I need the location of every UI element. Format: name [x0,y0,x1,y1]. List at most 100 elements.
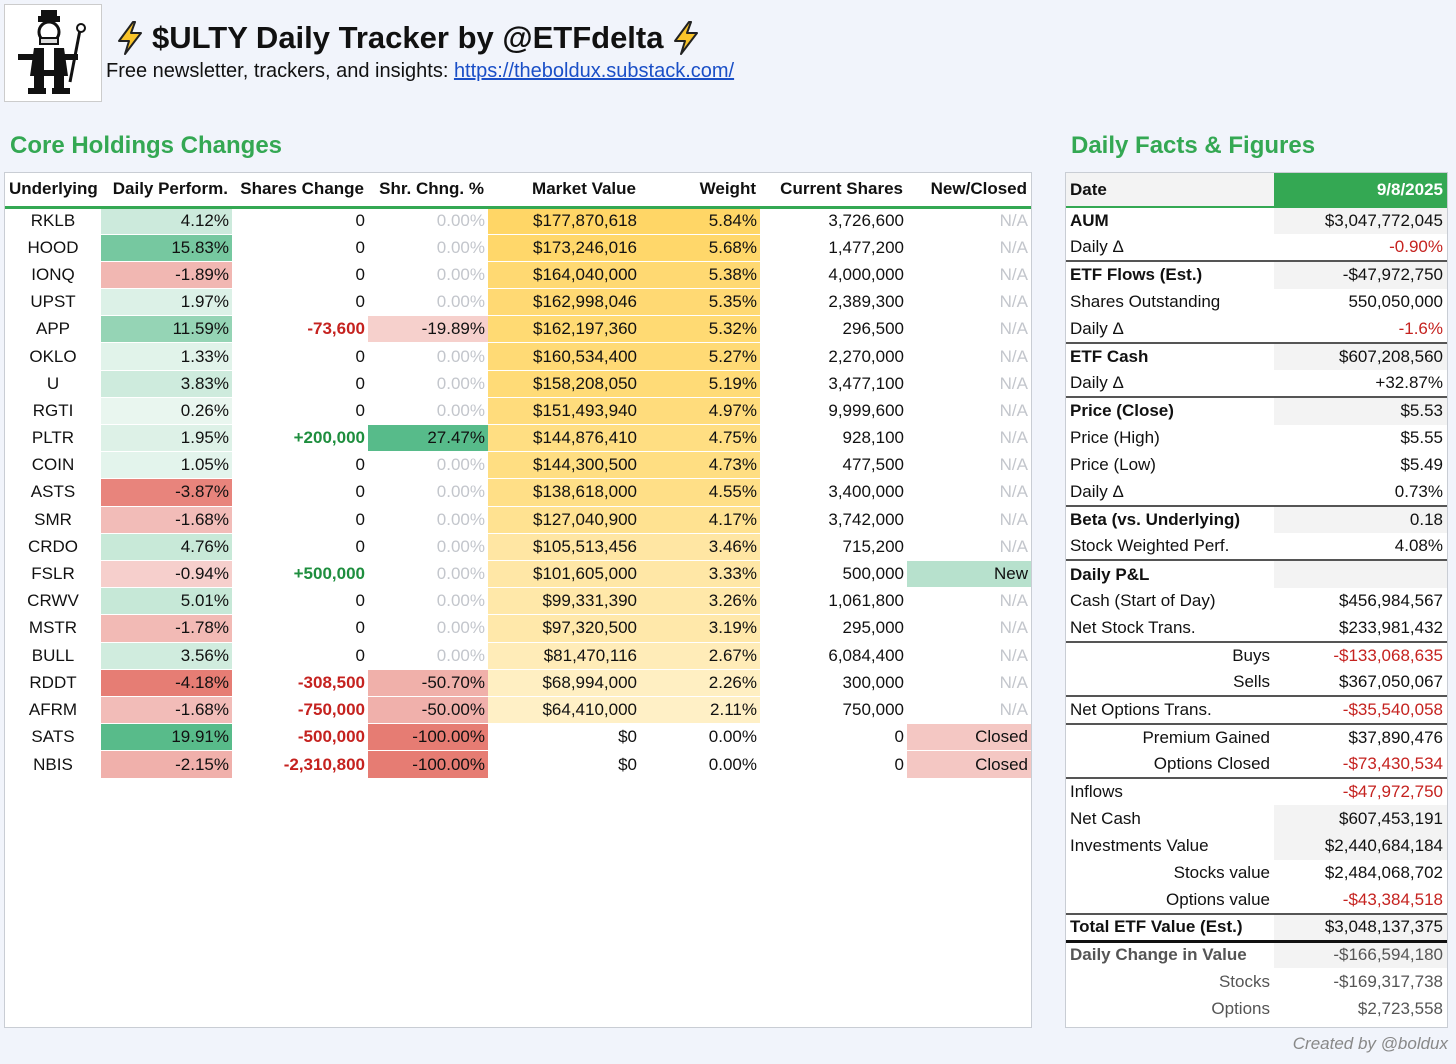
ticker-cell[interactable]: SATS [5,723,101,751]
current-shares-cell[interactable]: 1,477,200 [760,233,907,262]
new-closed-cell[interactable]: N/A [907,315,1031,343]
market-value-cell[interactable]: $138,618,000 [488,478,640,507]
shares-change-pct-cell[interactable]: -50.70% [368,668,488,697]
weight-cell[interactable]: 4.17% [640,505,760,534]
new-closed-cell[interactable]: N/A [907,260,1031,289]
shares-change-cell[interactable]: 0 [232,614,368,642]
ticker-cell[interactable]: RDDT [5,668,101,697]
current-shares-cell[interactable]: 750,000 [760,695,907,724]
new-closed-cell[interactable]: N/A [907,695,1031,724]
market-value-cell[interactable]: $144,300,500 [488,451,640,479]
daily-perform-cell[interactable]: 15.83% [101,233,232,262]
market-value-cell[interactable]: $81,470,116 [488,641,640,670]
daily-perform-cell[interactable]: 3.56% [101,641,232,670]
weight-cell[interactable]: 5.19% [640,369,760,398]
new-closed-cell[interactable]: N/A [907,668,1031,697]
weight-cell[interactable]: 5.27% [640,342,760,371]
shares-change-pct-cell[interactable]: 0.00% [368,206,488,235]
ticker-cell[interactable]: U [5,369,101,398]
ticker-cell[interactable]: RKLB [5,206,101,235]
shares-change-cell[interactable]: 0 [232,641,368,670]
ticker-cell[interactable]: ASTS [5,478,101,507]
weight-cell[interactable]: 4.75% [640,423,760,452]
ticker-cell[interactable]: OKLO [5,342,101,371]
daily-perform-cell[interactable]: 1.95% [101,423,232,452]
daily-perform-cell[interactable]: 5.01% [101,587,232,615]
market-value-cell[interactable]: $97,320,500 [488,614,640,642]
current-shares-cell[interactable]: 1,061,800 [760,587,907,615]
shares-change-cell[interactable]: 0 [232,233,368,262]
weight-cell[interactable]: 5.84% [640,206,760,235]
new-closed-cell[interactable]: N/A [907,423,1031,452]
market-value-cell[interactable]: $68,994,000 [488,668,640,697]
current-shares-cell[interactable]: 0 [760,723,907,751]
market-value-cell[interactable]: $144,876,410 [488,423,640,452]
shares-change-pct-cell[interactable]: -100.00% [368,750,488,778]
new-closed-cell[interactable]: New [907,559,1031,588]
shares-change-pct-cell[interactable]: 0.00% [368,505,488,534]
weight-cell[interactable]: 4.73% [640,451,760,479]
market-value-cell[interactable]: $151,493,940 [488,396,640,425]
daily-perform-cell[interactable]: 3.83% [101,369,232,398]
shares-change-pct-cell[interactable]: 0.00% [368,587,488,615]
column-header[interactable]: Shr. Chng. % [368,173,488,209]
new-closed-cell[interactable]: N/A [907,206,1031,235]
shares-change-pct-cell[interactable]: 27.47% [368,423,488,452]
daily-perform-cell[interactable]: 1.97% [101,288,232,316]
current-shares-cell[interactable]: 6,084,400 [760,641,907,670]
shares-change-pct-cell[interactable]: -100.00% [368,723,488,751]
ticker-cell[interactable]: HOOD [5,233,101,262]
ticker-cell[interactable]: IONQ [5,260,101,289]
ticker-cell[interactable]: RGTI [5,396,101,425]
current-shares-cell[interactable]: 500,000 [760,559,907,588]
daily-perform-cell[interactable]: 11.59% [101,315,232,343]
market-value-cell[interactable]: $160,534,400 [488,342,640,371]
market-value-cell[interactable]: $162,998,046 [488,288,640,316]
shares-change-cell[interactable]: +500,000 [232,559,368,588]
new-closed-cell[interactable]: Closed [907,723,1031,751]
current-shares-cell[interactable]: 715,200 [760,532,907,561]
new-closed-cell[interactable]: N/A [907,532,1031,561]
ticker-cell[interactable]: MSTR [5,614,101,642]
shares-change-pct-cell[interactable]: 0.00% [368,559,488,588]
shares-change-pct-cell[interactable]: -50.00% [368,695,488,724]
new-closed-cell[interactable]: N/A [907,369,1031,398]
ticker-cell[interactable]: AFRM [5,695,101,724]
market-value-cell[interactable]: $64,410,000 [488,695,640,724]
shares-change-pct-cell[interactable]: 0.00% [368,342,488,371]
ticker-cell[interactable]: CRDO [5,532,101,561]
daily-perform-cell[interactable]: -4.18% [101,668,232,697]
shares-change-cell[interactable]: 0 [232,505,368,534]
weight-cell[interactable]: 2.67% [640,641,760,670]
shares-change-cell[interactable]: 0 [232,342,368,371]
ticker-cell[interactable]: FSLR [5,559,101,588]
new-closed-cell[interactable]: N/A [907,505,1031,534]
daily-perform-cell[interactable]: -1.78% [101,614,232,642]
new-closed-cell[interactable]: N/A [907,641,1031,670]
shares-change-cell[interactable]: 0 [232,206,368,235]
weight-cell[interactable]: 5.32% [640,315,760,343]
daily-perform-cell[interactable]: 1.33% [101,342,232,371]
shares-change-cell[interactable]: -73,600 [232,315,368,343]
shares-change-pct-cell[interactable]: 0.00% [368,233,488,262]
column-header[interactable]: Market Value [488,173,640,209]
market-value-cell[interactable]: $0 [488,723,640,751]
market-value-cell[interactable]: $105,513,456 [488,532,640,561]
daily-perform-cell[interactable]: -1.68% [101,695,232,724]
new-closed-cell[interactable]: N/A [907,451,1031,479]
new-closed-cell[interactable]: N/A [907,396,1031,425]
column-header[interactable]: Weight [640,173,760,209]
shares-change-cell[interactable]: 0 [232,288,368,316]
weight-cell[interactable]: 3.26% [640,587,760,615]
weight-cell[interactable]: 2.11% [640,695,760,724]
current-shares-cell[interactable]: 2,389,300 [760,288,907,316]
current-shares-cell[interactable]: 4,000,000 [760,260,907,289]
shares-change-cell[interactable]: 0 [232,587,368,615]
current-shares-cell[interactable]: 2,270,000 [760,342,907,371]
ticker-cell[interactable]: CRWV [5,587,101,615]
current-shares-cell[interactable]: 477,500 [760,451,907,479]
column-header[interactable]: Daily Perform. [101,173,232,209]
shares-change-pct-cell[interactable]: -19.89% [368,315,488,343]
weight-cell[interactable]: 2.26% [640,668,760,697]
market-value-cell[interactable]: $101,605,000 [488,559,640,588]
